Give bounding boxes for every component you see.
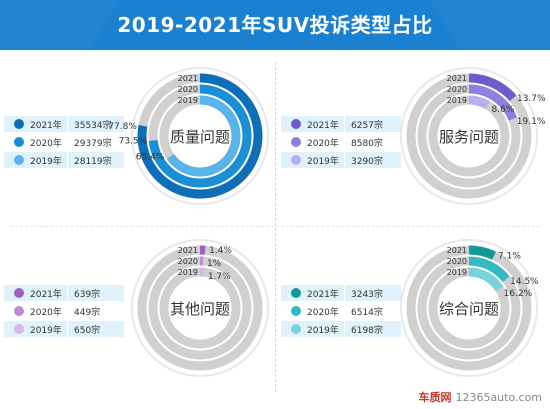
chart-center-title: 其他问题 [170,300,230,318]
ring-year-label: 2020 [178,257,198,266]
ring-year-label: 2020 [447,257,467,266]
legend-year: 2019年 [307,326,339,336]
chart-center-title: 服务问题 [439,128,499,146]
legend-count: 35534宗 [74,121,112,131]
donut-svg-general: 7.1% 2021 14.5% 2020 16.2% 2019 综合问题 [400,239,539,377]
legend-dot [14,288,24,298]
ring-year-label: 2021 [447,74,467,83]
ring-arc [468,73,517,102]
legend-count: 8580宗 [351,139,383,149]
chart-block-general: 2021年 3243宗 2020年 6514宗 2019年 6198宗 7.1%… [275,228,550,398]
chart-block-service: 2021年 6257宗 2020年 8580宗 2019年 3290宗 13.7… [275,50,550,220]
legend-year: 2021年 [307,121,339,131]
legend-year: 2019年 [30,157,62,167]
watermark: 车质网 12365auto.com [418,389,542,405]
vertical-divider [275,62,277,392]
donut-svg-other: 1.4% 2021 1% 2020 1.7% 2019 其他问题 [131,239,269,377]
legend-count: 3243宗 [351,290,383,300]
legend-dot [14,137,24,147]
chart-center-title: 综合问题 [439,300,499,318]
legend-year: 2019年 [30,326,62,336]
percent-label: 14.5% [510,277,539,287]
legend-year: 2021年 [30,290,62,300]
legend-count: 449宗 [74,308,101,318]
legend-dot [291,155,301,165]
ring-year-label: 2019 [447,96,467,105]
legend-count: 639宗 [74,290,101,300]
chart-block-other: 2021年 639宗 2020年 449宗 2019年 650宗 1.4% 202… [0,228,275,398]
legend-count: 6198宗 [351,326,383,336]
ring-year-label: 2019 [447,268,467,277]
ring-year-label: 2021 [178,246,198,255]
percent-label: 7.1% [498,252,521,262]
legend-count: 3290宗 [351,157,383,167]
header-pattern [0,0,550,50]
header-banner: 2019-2021年SUV投诉类型占比 [0,0,550,50]
legend-count: 650宗 [74,326,101,336]
ring-arc [166,95,241,177]
watermark-brand: 车质网 [418,391,452,404]
legend-dot [14,324,24,334]
percent-label: 19.1% [517,117,546,127]
percent-label: 1.4% [209,246,232,256]
legend-year: 2020年 [307,308,339,318]
ring-year-label: 2021 [178,74,198,83]
percent-label: 77.8% [108,122,137,132]
watermark-site: 12365auto.com [455,391,542,404]
legend-year: 2020年 [30,139,62,149]
chart-block-quality: 2021年 35534宗 2020年 29379宗 2019年 28119宗 7… [0,50,275,220]
legend-year: 2021年 [307,290,339,300]
ring-year-label: 2020 [178,85,198,94]
chart-center-title: 质量问题 [170,128,230,146]
ring-arc [468,95,490,110]
legend-dot [14,306,24,316]
legend-dot [291,288,301,298]
legend-count: 28119宗 [74,157,112,167]
percent-label: 1.7% [208,272,231,282]
legend-count: 6514宗 [351,308,383,318]
legend-dot [291,306,301,316]
ring-arc [468,256,510,283]
ring-arc [137,73,263,199]
legend-dot [291,137,301,147]
percent-label: 73.5% [119,136,148,146]
legend-dot [291,324,301,334]
legend-dot [14,155,24,165]
legend-year: 2019年 [307,157,339,167]
legend-year: 2020年 [30,308,62,318]
percent-label: 16.2% [504,289,533,299]
percent-label: 1% [207,259,222,269]
ring-arc [468,84,518,121]
ring-year-label: 2019 [178,96,198,105]
horizontal-divider [10,226,540,228]
ring-arc [148,84,252,188]
legend-year: 2021年 [30,121,62,131]
donut-svg-quality: 77.8% 2021 73.5% 2020 65.4% 2019 质量问题 [108,67,269,205]
page-title: 2019-2021年SUV投诉类型占比 [117,13,433,37]
ring-arc [468,245,496,260]
percent-label: 13.7% [517,94,546,104]
legend-count: 6257宗 [351,121,383,131]
donut-svg-service: 13.7% 2021 19.1% 2020 8.6% 2019 服务问题 [400,67,546,205]
percent-label: 8.6% [492,105,515,115]
legend-year: 2020年 [307,139,339,149]
ring-year-label: 2020 [447,85,467,94]
legend-dot [291,119,301,129]
percent-label: 65.4% [136,152,165,162]
legend-dot [14,119,24,129]
ring-year-label: 2021 [447,246,467,255]
ring-arc [468,267,504,292]
legend-count: 29379宗 [74,139,112,149]
ring-year-label: 2019 [178,268,198,277]
